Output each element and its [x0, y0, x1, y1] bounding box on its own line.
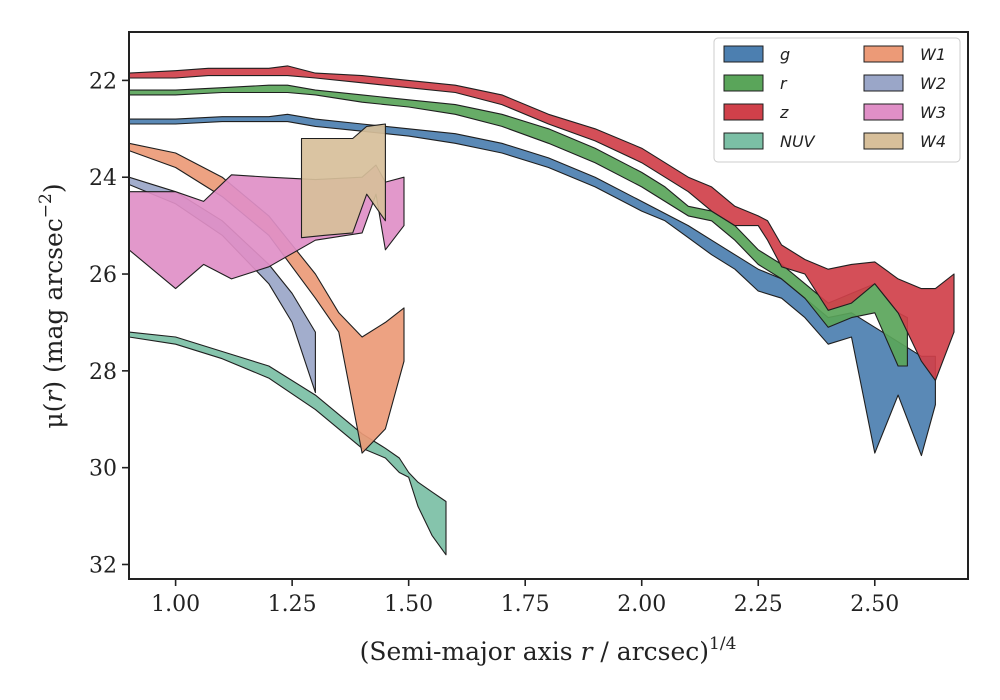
- x-tick-label: 1.75: [501, 592, 550, 617]
- x-tick-label: 1.25: [268, 592, 317, 617]
- band-w4: [300, 123, 386, 239]
- x-tick-label: 2.25: [734, 592, 783, 617]
- y-tick-label: 24: [89, 166, 117, 191]
- y-tick-label: 30: [89, 457, 117, 482]
- legend-label-g: g: [780, 45, 790, 64]
- legend: grz NUV W1 W2 W3 W4: [713, 37, 961, 163]
- band-g: [128, 113, 936, 457]
- y-axis-label: μ(r) (mag arcsec−2): [36, 183, 68, 428]
- legend-label-w1: W1: [920, 45, 946, 64]
- legend-swatch-r: [723, 74, 764, 92]
- band-nuv: [128, 331, 447, 556]
- x-tick-label: 2.50: [850, 592, 899, 617]
- x-tick-label: 1.50: [384, 592, 433, 617]
- band-z: [128, 65, 955, 382]
- x-axis-ticks: 1.00 1.25 1.50 1.75 2.00 2.25 2.50: [151, 579, 899, 617]
- legend-label-w3: W3: [920, 103, 946, 122]
- x-tick-label: 2.00: [617, 592, 666, 617]
- legend-label-w4: W4: [920, 132, 946, 151]
- legend-swatch-w4: [863, 132, 904, 150]
- legend-label-z: z: [779, 103, 789, 122]
- legend-swatch-w2: [863, 74, 904, 92]
- y-tick-label: 22: [89, 69, 117, 94]
- legend-label-w2: W2: [920, 74, 946, 93]
- legend-swatch-g: [723, 45, 764, 63]
- band-r: [128, 84, 908, 367]
- legend-label-nuv: NUV: [780, 132, 816, 151]
- y-axis-ticks: 22 24 26 28 30 32: [89, 69, 129, 578]
- y-tick-label: 32: [89, 553, 117, 578]
- x-axis-label: (Semi-major axis r / arcsec)1/4: [360, 634, 737, 666]
- profile-bands: [128, 65, 955, 556]
- legend-swatch-w1: [863, 45, 904, 63]
- legend-label-r: r: [780, 74, 788, 93]
- plot-frame: [128, 31, 969, 580]
- legend-swatch-z: [723, 103, 764, 121]
- y-tick-label: 28: [89, 360, 117, 385]
- x-tick-label: 1.00: [151, 592, 200, 617]
- legend-frame: [713, 37, 961, 163]
- y-tick-label: 26: [89, 263, 117, 288]
- legend-swatch-nuv: [723, 132, 764, 150]
- legend-swatch-w3: [863, 103, 904, 121]
